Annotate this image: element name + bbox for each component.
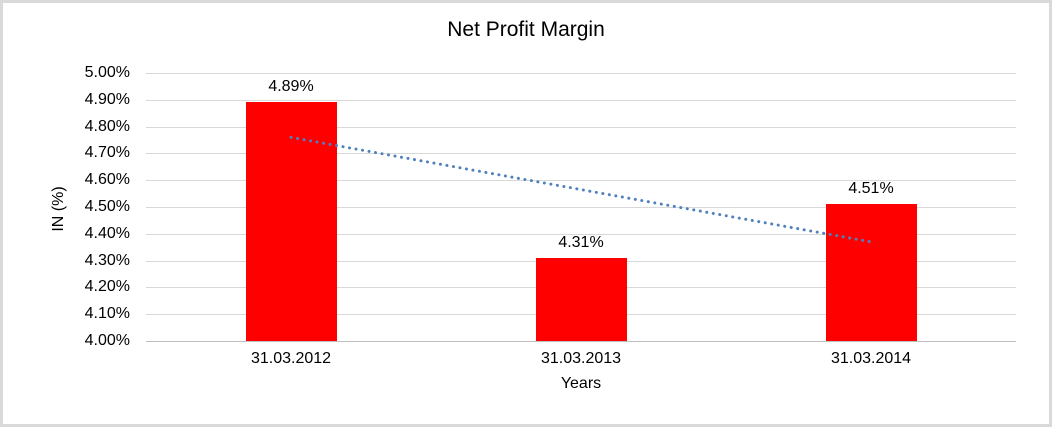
bar-data-label: 4.89%	[268, 78, 314, 96]
y-tick-label: 5.00%	[84, 64, 130, 81]
bar	[535, 257, 627, 341]
y-tick-label: 4.10%	[84, 305, 130, 322]
y-tick-label: 4.60%	[84, 171, 130, 188]
x-axis-line	[146, 341, 1016, 342]
bar-data-label: 4.31%	[558, 233, 604, 251]
y-tick-label: 4.70%	[84, 144, 130, 161]
y-tick-label: 4.30%	[84, 252, 130, 269]
y-tick-label: 4.00%	[84, 332, 130, 349]
gridline	[146, 73, 1016, 74]
bar	[825, 204, 917, 341]
bar	[245, 102, 337, 341]
gridline	[146, 100, 1016, 101]
x-tick-label: 31.03.2014	[830, 350, 912, 367]
y-tick-label: 4.20%	[84, 278, 130, 295]
y-tick-label: 4.50%	[84, 198, 130, 215]
bar-data-label: 4.51%	[848, 180, 894, 198]
y-tick-label: 4.80%	[84, 118, 130, 135]
gridline	[146, 127, 1016, 128]
chart-title: Net Profit Margin	[447, 18, 605, 41]
y-tick-label: 4.40%	[84, 225, 130, 242]
x-axis-title: Years	[560, 375, 602, 392]
x-tick-label: 31.03.2012	[250, 350, 332, 367]
x-tick-label: 31.03.2013	[540, 350, 622, 367]
y-tick-label: 4.90%	[84, 91, 130, 108]
